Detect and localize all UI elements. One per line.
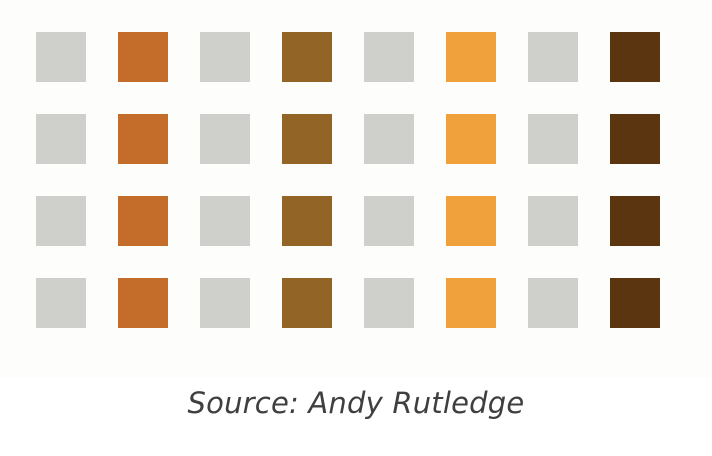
color-swatch: [364, 114, 414, 164]
color-swatch: [118, 278, 168, 328]
color-swatch: [528, 114, 578, 164]
color-swatch: [446, 196, 496, 246]
color-swatch: [36, 32, 86, 82]
color-swatch: [610, 278, 660, 328]
color-swatch: [528, 196, 578, 246]
color-swatch: [610, 114, 660, 164]
color-swatch: [36, 114, 86, 164]
color-swatch: [118, 114, 168, 164]
color-swatch: [200, 278, 250, 328]
color-swatch: [282, 196, 332, 246]
color-swatch: [446, 32, 496, 82]
color-swatch: [364, 196, 414, 246]
color-swatch: [364, 32, 414, 82]
color-swatch: [200, 32, 250, 82]
color-swatch: [610, 32, 660, 82]
color-swatch: [364, 278, 414, 328]
color-swatch: [282, 278, 332, 328]
color-swatch: [200, 114, 250, 164]
source-caption: Source: Andy Rutledge: [187, 386, 525, 420]
swatch-panel: [36, 32, 660, 328]
color-swatch: [118, 32, 168, 82]
color-swatch: [36, 196, 86, 246]
color-swatch: [610, 196, 660, 246]
color-swatch: [282, 114, 332, 164]
color-swatch: [528, 278, 578, 328]
swatch-grid: [36, 32, 660, 328]
color-swatch: [36, 278, 86, 328]
color-swatch: [282, 32, 332, 82]
color-swatch: [200, 196, 250, 246]
color-swatch: [528, 32, 578, 82]
color-swatch: [446, 114, 496, 164]
color-swatch: [118, 196, 168, 246]
color-swatch: [446, 278, 496, 328]
